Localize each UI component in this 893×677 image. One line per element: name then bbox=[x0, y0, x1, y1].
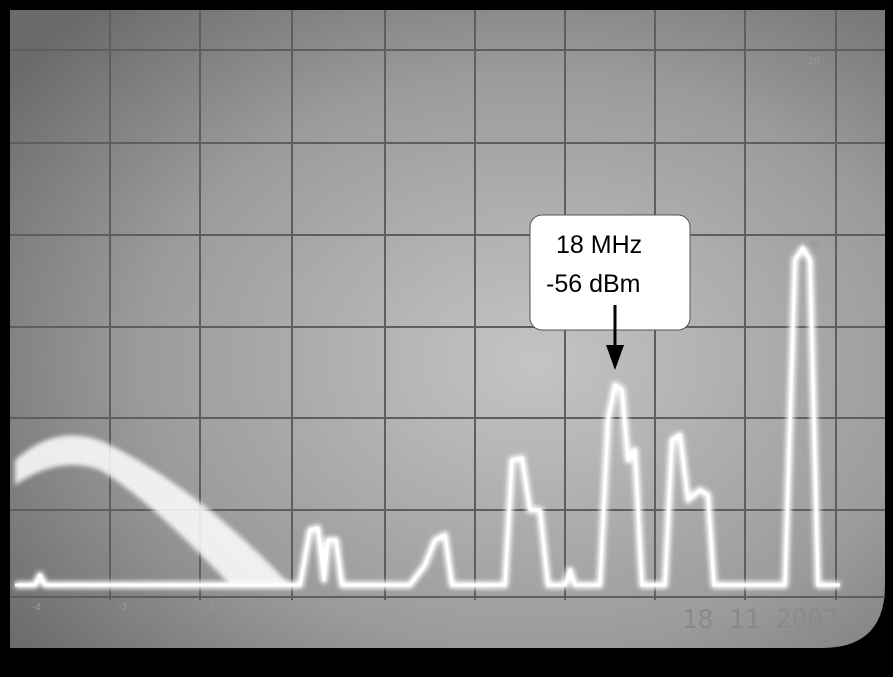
x-scale-label: -3 bbox=[118, 602, 127, 613]
x-scale-label: -4 bbox=[32, 602, 41, 613]
callout-text: -56 dBm bbox=[546, 270, 640, 298]
trace bbox=[15, 244, 840, 589]
center-label: CENTER bbox=[364, 604, 405, 615]
y-scale-label: -40 bbox=[805, 240, 820, 251]
y-scale: -20 -30 -40 bbox=[805, 56, 820, 251]
x-scale-label: -2 bbox=[205, 602, 214, 613]
x-scale-label: 1 bbox=[472, 602, 478, 613]
callout-text: 18 MHz bbox=[556, 231, 642, 259]
x-scale: -4 -3 -2 -1 1 2 3 CENTER FREQUENCY bbox=[32, 602, 658, 633]
x-scale-label: 2 bbox=[562, 602, 568, 613]
callout-box bbox=[529, 214, 691, 331]
y-scale-label: -30 bbox=[805, 149, 820, 160]
arrow-head bbox=[606, 345, 624, 370]
x-scale-label: -1 bbox=[296, 602, 305, 613]
date-stamp: 18 11 2003 bbox=[682, 605, 839, 635]
callout: 18 MHz -56 dBm bbox=[529, 214, 691, 370]
y-scale-label: -20 bbox=[805, 56, 820, 67]
x-scale-label: 3 bbox=[652, 602, 658, 613]
center-label: FREQUENCY bbox=[354, 622, 417, 633]
